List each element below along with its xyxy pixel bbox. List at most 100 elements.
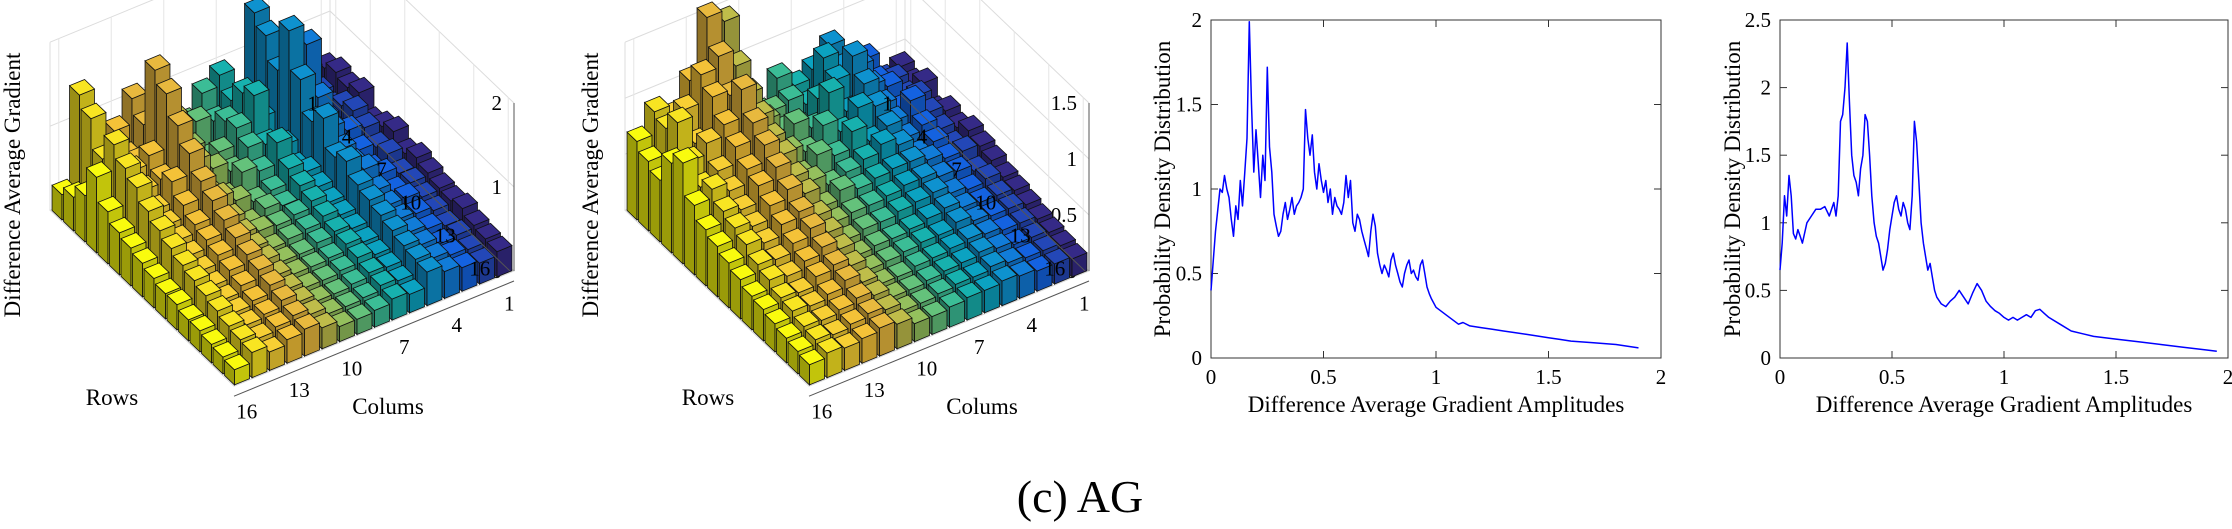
bar-top-face	[294, 213, 322, 230]
bar-top-face	[241, 284, 269, 302]
bar-top-face	[852, 213, 879, 230]
bar-top-face	[138, 139, 165, 157]
bar-top-face	[185, 105, 212, 123]
bar-top-face	[237, 131, 264, 148]
bar-top-face	[875, 245, 902, 262]
bar-top-face	[683, 189, 711, 206]
bar-top-face	[840, 196, 868, 214]
bar-top-face	[812, 42, 840, 59]
col-tick-label: 1	[504, 292, 515, 316]
bar-top-face	[695, 213, 722, 231]
bar-top-face	[956, 223, 984, 240]
bar-top-face	[445, 219, 473, 236]
bar-top-face	[342, 94, 369, 112]
bar-top-face	[839, 308, 867, 325]
bar-top-face	[1038, 216, 1065, 233]
bar-top-face	[416, 256, 443, 273]
bar-top-face	[904, 250, 931, 267]
bar-top-face	[190, 165, 217, 182]
bar-top-face	[793, 310, 820, 328]
bar-top-face	[899, 84, 927, 102]
bar-top-face	[270, 284, 298, 301]
bar-top-face	[223, 353, 251, 371]
bar-top-face	[126, 171, 153, 189]
bar-top-face	[121, 82, 148, 100]
bar-top-face	[207, 239, 234, 256]
bar-top-face	[887, 195, 914, 213]
x-tick-label: 2	[2223, 365, 2232, 389]
bar-top-face	[311, 264, 339, 281]
bar-top-face	[201, 184, 229, 202]
bar-top-face	[863, 229, 891, 247]
bar-top-face	[191, 77, 218, 94]
bar-top-face	[892, 235, 920, 253]
bar-top-face	[898, 213, 926, 230]
bar-top-face	[195, 224, 223, 241]
bar-top-face	[701, 173, 728, 190]
z-tick-label: 1.5	[1051, 91, 1077, 115]
col-tick-label: 10	[341, 356, 362, 380]
bar-top-face	[358, 256, 385, 274]
bar-top-face	[224, 221, 252, 239]
bar-top-face	[968, 236, 995, 253]
bar-top-face	[729, 263, 757, 281]
bar-top-face	[707, 40, 735, 57]
bar-top-face	[486, 235, 513, 253]
rows-axis-line	[900, 94, 1086, 272]
bar-top-face	[933, 255, 960, 272]
bar-top-face	[208, 59, 236, 76]
bar-top-face	[730, 73, 758, 91]
bar-top-face	[922, 176, 949, 194]
rows-axis-title: Rows	[682, 385, 734, 410]
bar-top-face	[97, 195, 124, 213]
y-tick-label: 0	[1192, 346, 1203, 370]
bar-top-face	[909, 287, 937, 304]
row-tick-label: 4	[342, 125, 353, 149]
bar-top-face	[770, 281, 797, 299]
bar-top-face	[463, 209, 490, 226]
bar-top-face	[195, 279, 222, 297]
col-tick-label: 10	[916, 356, 937, 380]
x-tick-label: 0.5	[1879, 365, 1905, 389]
bar-top-face	[241, 336, 268, 353]
z-axis-title: Difference Average Gradient	[578, 52, 603, 317]
bar-top-face	[347, 169, 374, 186]
bar-top-face	[417, 157, 444, 174]
bar-top-face	[816, 278, 844, 295]
bar-top-face	[945, 155, 973, 173]
y-tick-label: 0.5	[1745, 278, 1771, 302]
bar-top-face	[798, 348, 826, 366]
bar-top-face	[713, 108, 740, 126]
bar-r16-c15	[816, 336, 843, 379]
bar-top-face	[799, 212, 827, 229]
bar-top-face	[370, 199, 397, 216]
bar-top-face	[828, 293, 855, 311]
x-tick-label: 1	[1431, 365, 1442, 389]
bar-top-face	[841, 115, 868, 133]
bar-top-face	[253, 298, 280, 315]
bar-top-face	[85, 161, 113, 178]
bar-top-face	[381, 214, 409, 232]
bar-top-face	[788, 195, 815, 213]
bar-top-face	[231, 156, 258, 173]
bar-side-face	[86, 166, 97, 254]
bar-top-face	[358, 184, 386, 201]
bar-top-face	[325, 56, 352, 73]
row-tick-label: 13	[435, 224, 456, 248]
bar-top-face	[770, 208, 798, 226]
bar-top-face	[799, 290, 826, 307]
bar-top-face	[1043, 247, 1071, 265]
bar-top-face	[886, 260, 914, 278]
bar-top-face	[968, 186, 996, 204]
bar-top-face	[736, 153, 763, 170]
bar-top-face	[178, 137, 206, 155]
zgrid-line	[49, 0, 515, 104]
bar-top-face	[818, 76, 845, 94]
bar-top-face	[759, 189, 786, 207]
bar-top-face	[264, 311, 292, 328]
bar-top-face	[806, 138, 833, 156]
bar-top-face	[833, 332, 861, 349]
bar-top-face	[875, 179, 903, 197]
bar-top-face	[921, 300, 948, 318]
bar-top-face	[945, 206, 972, 223]
